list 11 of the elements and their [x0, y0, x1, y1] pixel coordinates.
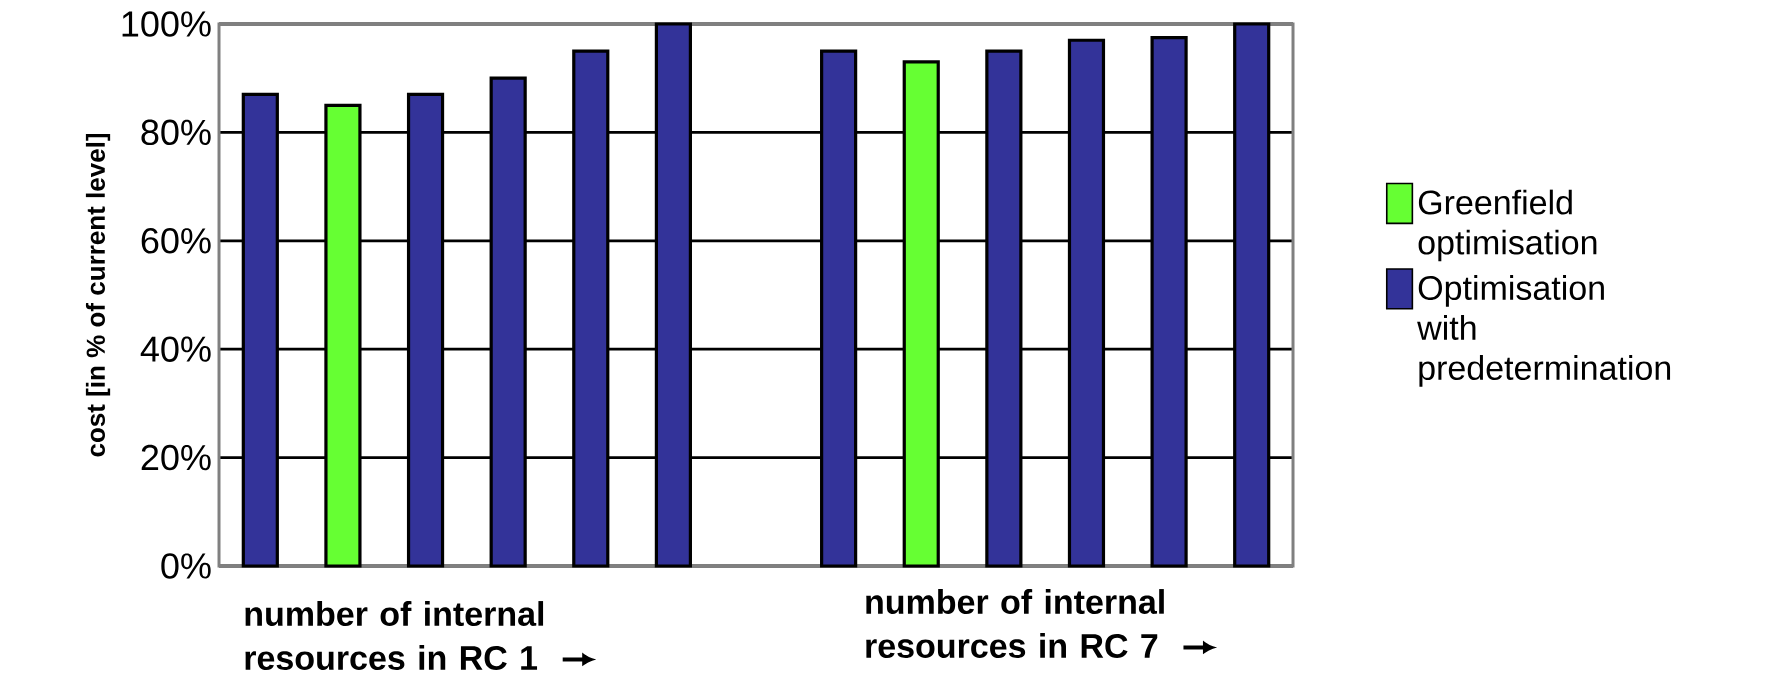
y-tick-label: 20% — [141, 444, 211, 471]
text: number of internal resources in RC 1 — [245, 601, 544, 671]
y-tick-label: 80% — [141, 119, 211, 146]
y-tick-label: 0% — [161, 553, 211, 579]
y-tick-label: 100% — [122, 11, 211, 37]
legend-label: Optimisation with predetermination — [1417, 275, 1671, 387]
y-tick-label: 60% — [141, 228, 211, 254]
y-axis-title: cost [in % of current level] — [85, 133, 111, 457]
y-tick-label: 40% — [140, 336, 211, 362]
legend-label: Greenfield optimisation — [1418, 189, 1597, 262]
text: number of internal resources in RC 7 — [866, 589, 1164, 659]
